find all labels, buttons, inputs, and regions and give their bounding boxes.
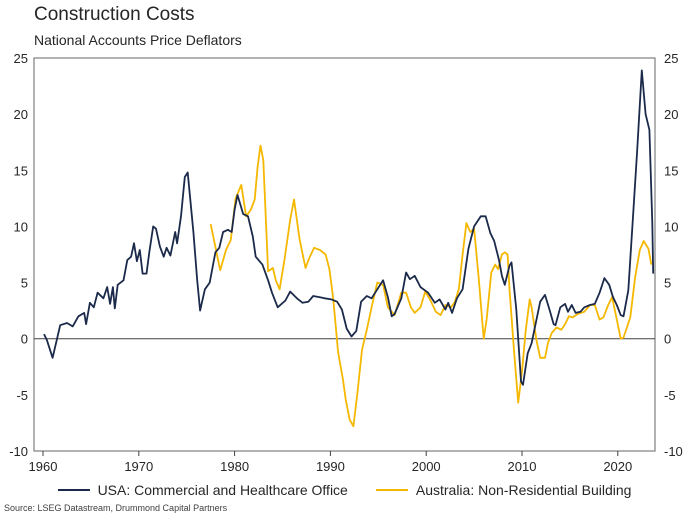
y-tick-label-right: 15 bbox=[664, 163, 678, 178]
legend-swatch-australia bbox=[375, 489, 408, 491]
legend-item-usa: USA: Commercial and Healthcare Office bbox=[57, 482, 348, 498]
x-tick-label: 1960 bbox=[29, 459, 58, 474]
y-tick-label-right: 20 bbox=[664, 107, 678, 122]
source-note: Source: LSEG Datastream, Drummond Capita… bbox=[4, 503, 228, 513]
x-tick-label: 2020 bbox=[603, 459, 632, 474]
plot-frame bbox=[33, 57, 656, 452]
x-tick-label: 1990 bbox=[316, 459, 345, 474]
series-line-usa bbox=[43, 69, 655, 386]
y-tick-label-left: -10 bbox=[9, 444, 28, 459]
y-tick-label-left: 20 bbox=[14, 107, 28, 122]
x-tick-label: 2010 bbox=[508, 459, 537, 474]
chart-subtitle: National Accounts Price Deflators bbox=[34, 32, 242, 48]
y-tick-label-right: -10 bbox=[664, 444, 683, 459]
x-tick-label: 1980 bbox=[220, 459, 249, 474]
x-tick-label: 2000 bbox=[412, 459, 441, 474]
chart-title: Construction Costs bbox=[34, 4, 195, 25]
x-tick-label: 1970 bbox=[124, 459, 153, 474]
y-tick-label-left: 25 bbox=[14, 51, 28, 66]
legend-label-australia: Australia: Non-Residential Building bbox=[415, 482, 632, 498]
y-tick-label-right: -5 bbox=[664, 388, 676, 403]
y-tick-label-left: 5 bbox=[21, 276, 28, 291]
y-tick-label-left: -5 bbox=[16, 388, 28, 403]
y-tick-label-right: 5 bbox=[664, 276, 671, 291]
y-tick-label-left: 15 bbox=[14, 163, 28, 178]
y-tick-label-left: 0 bbox=[21, 332, 28, 347]
y-tick-label-right: 25 bbox=[664, 51, 678, 66]
legend-label-usa: USA: Commercial and Healthcare Office bbox=[97, 482, 348, 498]
legend: USA: Commercial and Healthcare Office Au… bbox=[0, 482, 689, 498]
legend-swatch-usa bbox=[57, 489, 90, 491]
y-tick-label-right: 10 bbox=[664, 219, 678, 234]
legend-item-australia: Australia: Non-Residential Building bbox=[375, 482, 632, 498]
y-tick-label-right: 0 bbox=[664, 332, 671, 347]
series-line-australia bbox=[209, 144, 653, 428]
y-tick-label-left: 10 bbox=[14, 219, 28, 234]
